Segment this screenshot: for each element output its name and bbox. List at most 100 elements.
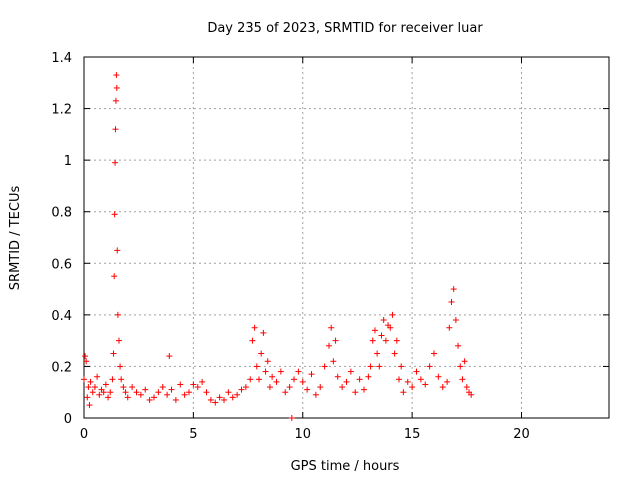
- data-point: [247, 376, 254, 383]
- data-point: [168, 386, 175, 393]
- y-tick-label: 0: [64, 412, 72, 427]
- data-point: [413, 368, 420, 375]
- data-point: [295, 368, 302, 375]
- data-point: [291, 376, 297, 383]
- data-point: [380, 317, 387, 324]
- axis-ticks: 0 5 10 15 20 0 0.2 0.4 0.6 0.8 1 1.2 1.4: [51, 51, 609, 442]
- data-point: [367, 363, 374, 370]
- data-point: [117, 363, 124, 370]
- data-point: [81, 376, 87, 383]
- data-point: [229, 394, 236, 401]
- data-point: [286, 384, 293, 391]
- data-point: [100, 389, 107, 396]
- data-point: [96, 391, 103, 398]
- data-point: [256, 376, 262, 383]
- data-point: [312, 391, 319, 398]
- data-point: [461, 358, 468, 365]
- data-point: [177, 381, 184, 388]
- data-point: [122, 389, 129, 396]
- data-point: [389, 311, 396, 318]
- data-point: [113, 84, 120, 91]
- data-point: [446, 324, 453, 331]
- data-point: [273, 378, 280, 385]
- data-point: [371, 327, 378, 334]
- data-point: [225, 389, 232, 396]
- data-point: [387, 324, 394, 331]
- data-point: [343, 378, 350, 385]
- y-tick-label: 1.2: [51, 103, 72, 118]
- data-point: [332, 337, 339, 344]
- data-point: [129, 384, 136, 391]
- data-point: [264, 358, 271, 365]
- data-point: [266, 384, 273, 391]
- data-point: [356, 376, 363, 383]
- data-point: [417, 376, 424, 383]
- data-point: [133, 389, 140, 396]
- data-point: [234, 391, 241, 398]
- data-point: [221, 396, 227, 403]
- data-point: [216, 394, 223, 401]
- data-point: [409, 384, 416, 391]
- data-point: [87, 378, 94, 385]
- data-point: [181, 391, 188, 398]
- data-point: [426, 363, 433, 370]
- data-point: [334, 373, 341, 380]
- data-point: [452, 317, 459, 324]
- data-point: [166, 353, 173, 360]
- data-point: [299, 378, 306, 385]
- data-point: [112, 159, 119, 166]
- plot-frame: [83, 56, 610, 419]
- x-tick-label: 20: [513, 427, 530, 442]
- data-point: [151, 394, 157, 401]
- data-point: [328, 324, 335, 331]
- y-tick-label: 0.8: [51, 206, 72, 221]
- data-point: [352, 389, 359, 396]
- data-point: [457, 363, 464, 370]
- data-point: [393, 337, 400, 344]
- data-point: [448, 298, 455, 305]
- data-point: [109, 376, 116, 383]
- data-point: [262, 368, 269, 375]
- data-point: [269, 373, 276, 380]
- data-point: [468, 391, 475, 398]
- data-point: [249, 337, 256, 344]
- y-axis-label: SRMTID / TECUs: [8, 186, 23, 291]
- data-point: [86, 402, 93, 409]
- x-axis-label: GPS time / hours: [291, 459, 400, 474]
- data-point: [339, 384, 346, 391]
- data-point: [107, 389, 114, 396]
- chart-title: Day 235 of 2023, SRMTID for receiver lua…: [207, 21, 483, 36]
- data-point: [238, 386, 245, 393]
- grid-lines: [84, 57, 609, 418]
- data-point: [155, 389, 162, 396]
- data-point: [212, 399, 219, 406]
- data-point: [112, 126, 119, 133]
- data-point: [435, 373, 442, 380]
- data-point: [391, 350, 398, 357]
- data-point: [347, 368, 354, 375]
- data-point: [330, 358, 337, 365]
- x-tick-label: 15: [404, 427, 421, 442]
- data-point: [277, 368, 284, 375]
- data-point: [450, 286, 457, 293]
- data-point: [111, 211, 118, 218]
- data-point: [361, 386, 367, 393]
- data-point: [253, 363, 260, 370]
- x-tick-label: 5: [189, 427, 197, 442]
- data-point: [374, 350, 381, 357]
- y-tick-label: 0.4: [51, 309, 72, 324]
- data-point: [378, 332, 385, 339]
- data-point: [142, 386, 149, 393]
- data-point: [114, 247, 121, 254]
- data-point: [396, 376, 402, 383]
- y-tick-label: 1: [64, 154, 72, 169]
- data-point: [459, 376, 466, 383]
- data-markers: [81, 72, 475, 421]
- data-point: [207, 396, 214, 403]
- data-point: [83, 358, 90, 365]
- data-point: [172, 396, 179, 403]
- x-tick-label: 0: [80, 427, 88, 442]
- data-point: [114, 311, 121, 318]
- data-point: [124, 394, 131, 401]
